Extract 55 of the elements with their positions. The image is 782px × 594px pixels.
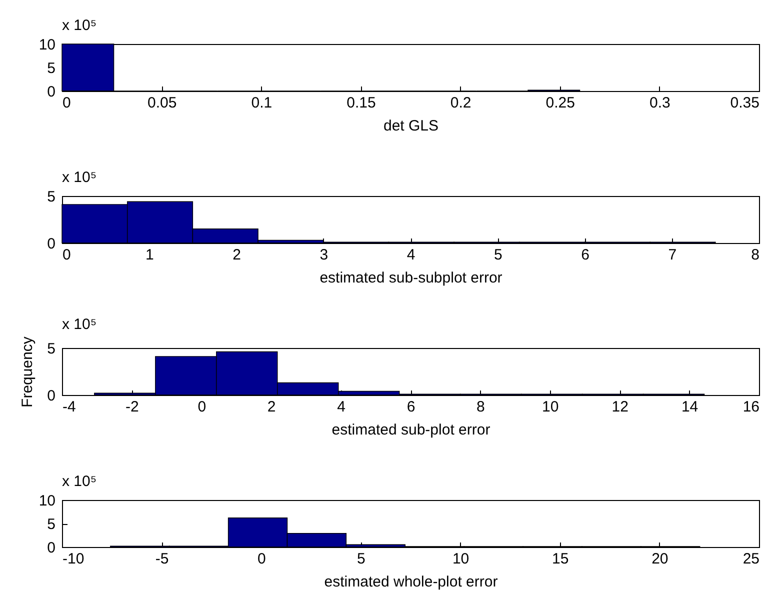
y-tick-label: 5: [47, 60, 56, 77]
x-tick-label: 5: [357, 550, 366, 568]
x-tick-label: 0: [62, 94, 71, 112]
text: x 10⁵: [62, 473, 97, 490]
x-tick-label: 0: [198, 398, 206, 416]
x-tick-label: 0: [62, 246, 71, 264]
x-tick-label: 4: [337, 398, 346, 416]
y-tick-label: 0: [47, 388, 56, 404]
y-tick-label: 10: [38, 492, 56, 510]
y-tick-label: 5: [47, 340, 56, 358]
text: x 10⁵: [62, 316, 97, 334]
x-tick-label: 25: [742, 550, 760, 568]
x-tick-label: 6: [581, 246, 590, 264]
x-tick-label: 0: [257, 550, 266, 568]
y-tick-label: 0: [47, 540, 56, 556]
x-tick-label: -2: [126, 398, 139, 416]
x-tick-label: -5: [155, 550, 169, 568]
text: x 10⁵: [62, 169, 97, 186]
x-tick-label: 0.1: [251, 94, 272, 112]
x-axis-title: estimated sub-plot error: [332, 422, 490, 438]
x-tick-label: 8: [751, 246, 760, 264]
x-tick-label: 15: [552, 550, 569, 568]
x-tick-label: 20: [652, 550, 668, 568]
x-tick-label: 10: [542, 398, 559, 416]
y-tick-label: 5: [47, 516, 56, 533]
x-tick-label: 16: [742, 398, 760, 416]
x-tick-label: 0.15: [346, 94, 376, 112]
y-tick-label: 0: [47, 84, 56, 100]
x-tick-label: 10: [452, 550, 470, 568]
x-tick-label: 0.05: [147, 94, 177, 112]
x-tick-label: -10: [62, 550, 84, 568]
x-tick-label: 0.35: [730, 94, 760, 112]
x-tick-label: 0.25: [546, 94, 575, 112]
x-tick-label: 12: [612, 398, 628, 416]
x-tick-label: 1: [145, 246, 154, 264]
x-tick-label: 3: [320, 246, 328, 264]
x-tick-label: 2: [267, 398, 276, 416]
x-tick-label: 6: [406, 398, 416, 416]
y-tick-label: 0: [47, 236, 56, 252]
text: x 10⁵: [62, 17, 97, 34]
x-tick-label: 0.3: [650, 94, 670, 112]
x-axis-title: estimated whole-plot error: [324, 574, 498, 590]
y-tick-label: 5: [47, 188, 56, 206]
x-axis-title: det GLS: [383, 118, 439, 134]
x-tick-label: -4: [62, 398, 76, 416]
y-axis-title: Frequency: [19, 336, 36, 408]
x-tick-label: 2: [232, 246, 241, 264]
y-tick-label: 10: [38, 36, 56, 54]
x-tick-label: 0.2: [450, 94, 472, 112]
x-axis-title: estimated sub-subplot error: [320, 270, 502, 286]
x-tick-label: 7: [668, 246, 677, 264]
x-tick-label: 14: [681, 398, 698, 416]
x-tick-label: 4: [406, 246, 416, 264]
x-tick-label: 5: [494, 246, 502, 264]
x-tick-label: 8: [476, 398, 485, 416]
